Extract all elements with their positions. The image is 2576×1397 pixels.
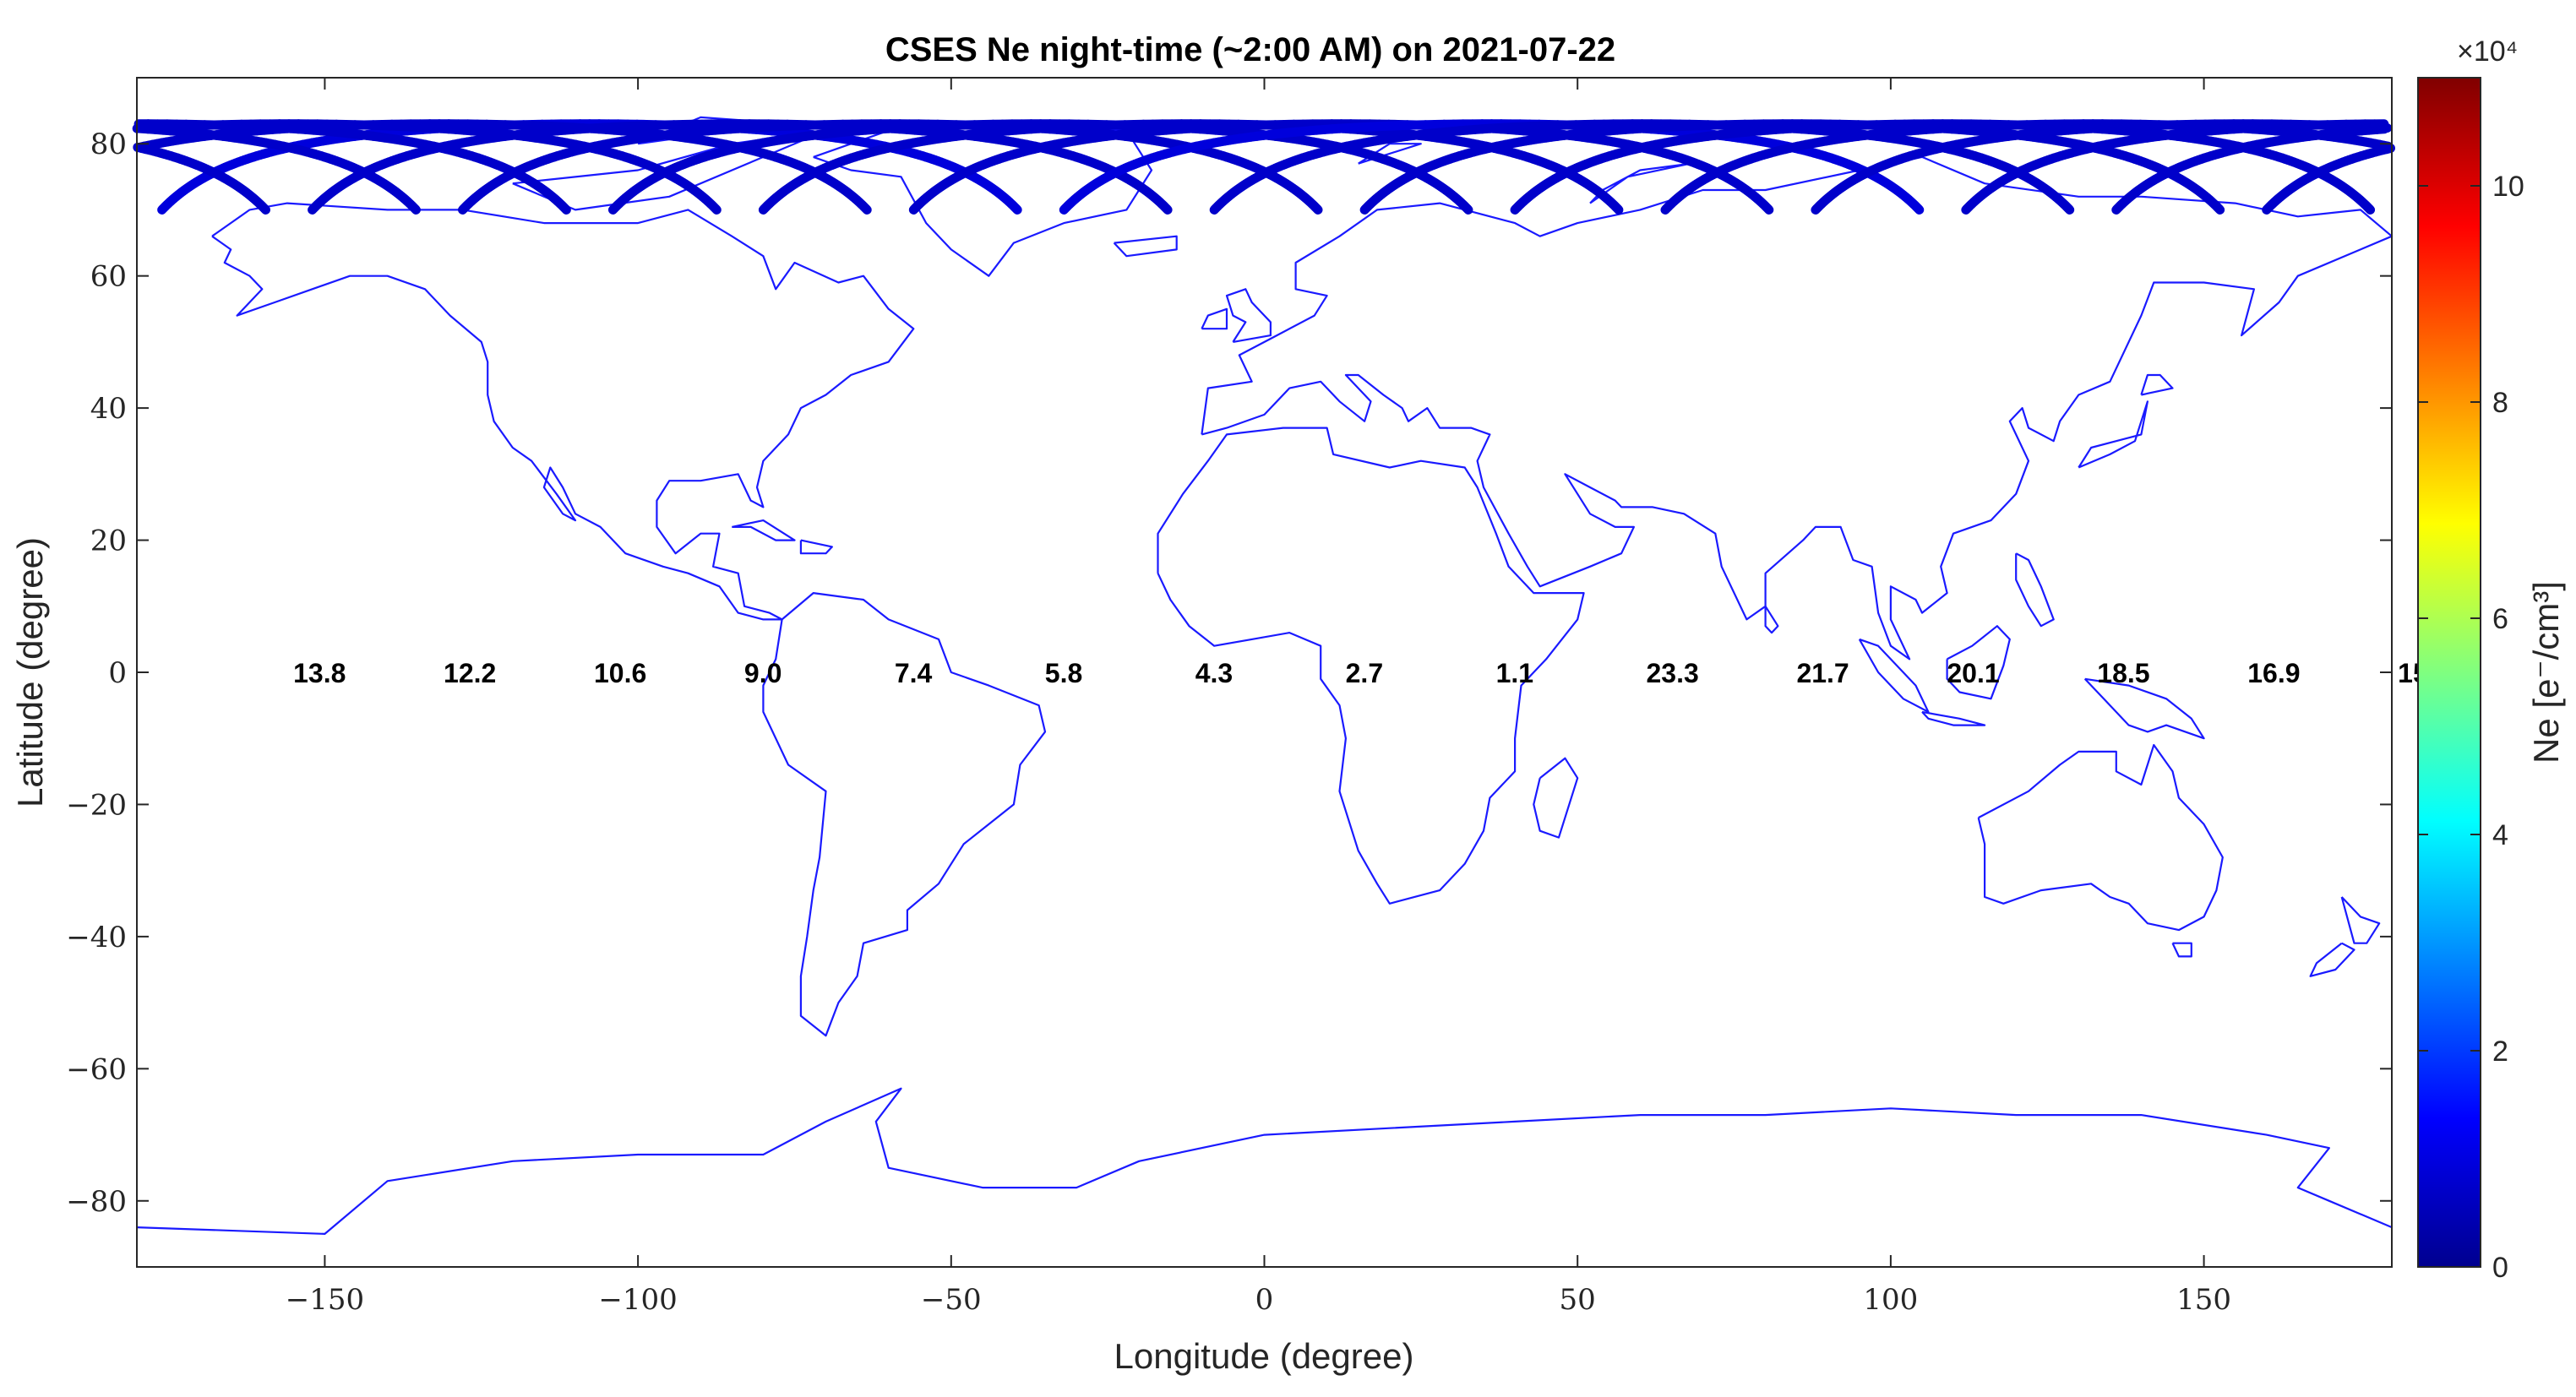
x-tick-label: −100	[598, 1283, 677, 1317]
orbit-local-time-label: 1.1	[1496, 658, 1533, 688]
coastline	[1201, 155, 2394, 660]
coastline	[2309, 942, 2355, 977]
coastline	[732, 519, 796, 541]
y-tick-label: 40	[90, 392, 127, 426]
orbit-segment	[2372, 124, 2389, 134]
orbit-labels: 13.8 12.2 10.6 9.0 7.4 5.8 4.3 2.7 1.1 23.3 21.7 20…	[293, 658, 2450, 688]
colorbar-tick-label: 6	[2492, 603, 2508, 635]
y-tick-label: −60	[66, 1052, 127, 1086]
orbit-local-time-label: 13.8	[293, 658, 346, 688]
orbit-local-time-label: 5.8	[1045, 658, 1082, 688]
orbit-local-time-label: 23.3	[1647, 658, 1699, 688]
coastline	[2171, 942, 2192, 958]
y-tick-label: 60	[90, 260, 127, 294]
chart-title: CSES Ne night-time (~2:00 AM) on 2021-07…	[885, 31, 1615, 68]
coastline	[2083, 677, 2205, 740]
coastline	[762, 592, 1047, 1037]
colorbar-multiplier: ×10⁴	[2457, 35, 2518, 68]
x-axis-label: Longitude (degree)	[1114, 1336, 1414, 1376]
orbit-tracks	[132, 119, 2396, 215]
coastline	[2340, 896, 2381, 944]
colorbar-tick-label: 0	[2492, 1252, 2508, 1284]
x-tick-label: 100	[1863, 1283, 1918, 1317]
coastline	[1946, 625, 2011, 700]
y-axis-label: Latitude (degree)	[10, 537, 50, 807]
colorbar-tick-label: 8	[2492, 387, 2508, 419]
coastline	[1533, 757, 1579, 839]
coastline	[1201, 307, 1228, 330]
coastline	[1157, 427, 1585, 905]
coastline	[2078, 400, 2148, 469]
coastline	[2140, 373, 2174, 396]
coastline	[1858, 638, 1930, 713]
y-tick-label: 0	[108, 656, 127, 690]
orbit-segment	[2382, 143, 2396, 155]
coastline	[1977, 743, 2224, 932]
coastline	[2015, 552, 2055, 628]
x-tick-label: 0	[1255, 1283, 1274, 1317]
colorbar-tick-label: 10	[2492, 171, 2524, 203]
orbit-local-time-label: 10.6	[594, 658, 646, 688]
x-tick-label: 50	[1560, 1283, 1596, 1317]
orbit-local-time-label: 21.7	[1796, 658, 1849, 688]
orbit-local-time-label: 12.2	[444, 658, 496, 688]
orbit-local-time-label: 16.9	[2247, 658, 2300, 688]
y-axis: −80 −60 −40 −20 0 20 40 60 80	[66, 128, 2392, 1219]
x-tick-label: −150	[286, 1283, 364, 1317]
orbit-local-time-label: 2.7	[1346, 658, 1383, 688]
orbit-local-time-label: 9.0	[744, 658, 782, 688]
x-axis: −150 −100 −50 0 50 100 150	[286, 78, 2231, 1317]
coastline	[1113, 235, 1178, 258]
y-tick-label: −40	[66, 921, 127, 954]
y-tick-label: −80	[66, 1185, 127, 1219]
orbit-local-time-label: 18.5	[2097, 658, 2149, 688]
y-tick-label: 20	[90, 525, 127, 558]
colorbar-tick-label: 4	[2492, 819, 2508, 851]
y-tick-label: 80	[90, 128, 127, 161]
colorbar: 0 2 4 6 8 10 ×10⁴ Ne [e⁻/cm³]	[2417, 35, 2566, 1284]
plot-area: 13.8 12.2 10.6 9.0 7.4 5.8 4.3 2.7 1.1 23.3 21.7 20…	[132, 77, 2450, 1268]
y-tick-label: −20	[66, 788, 127, 822]
colorbar-tick-label: 2	[2492, 1036, 2508, 1068]
coastline	[1225, 288, 1272, 343]
coastline	[136, 1087, 2393, 1235]
coastline	[1764, 606, 1779, 634]
x-tick-label: 150	[2176, 1283, 2231, 1317]
orbit-track	[134, 119, 2396, 215]
colorbar-label: Ne [e⁻/cm³]	[2526, 581, 2566, 764]
colorbar-gradient	[2417, 77, 2481, 1268]
coastline	[211, 202, 915, 621]
orbit-local-time-label: 7.4	[895, 658, 933, 688]
coastline	[799, 539, 833, 555]
coastline	[1921, 710, 1986, 726]
x-tick-label: −50	[921, 1283, 982, 1317]
orbit-local-time-label: 20.1	[1947, 658, 1999, 688]
orbit-local-time-label: 4.3	[1195, 658, 1233, 688]
colorbar-ticks: 0 2 4 6 8 10	[2418, 171, 2524, 1284]
plot-background	[137, 78, 2392, 1267]
